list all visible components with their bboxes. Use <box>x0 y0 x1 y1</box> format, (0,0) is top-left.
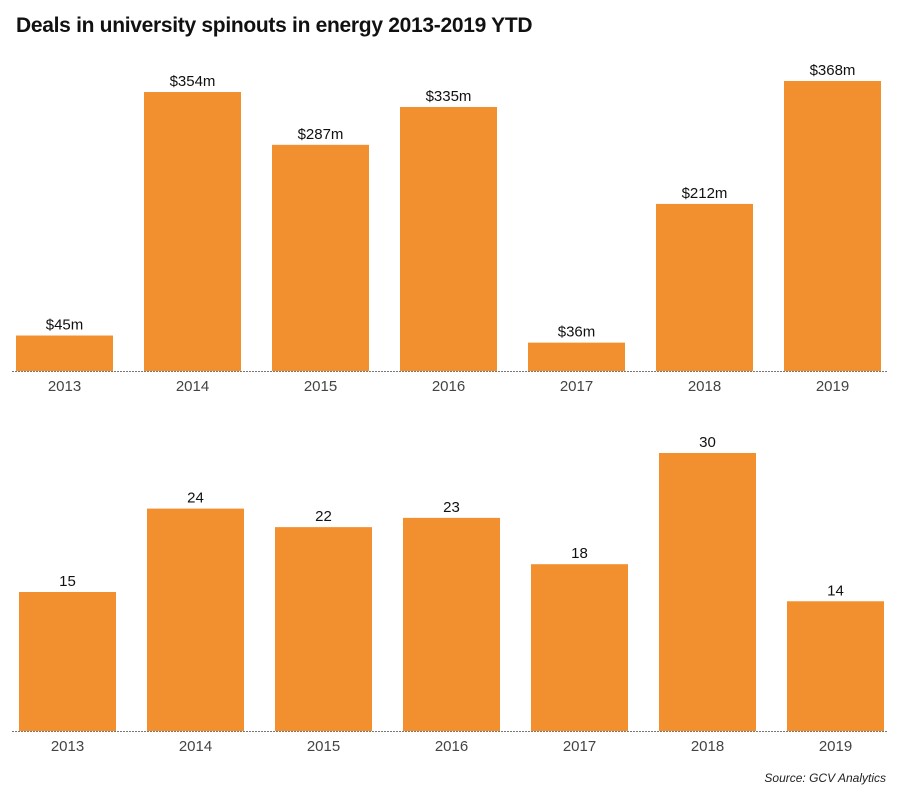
x-tick-label: 2018 <box>691 738 724 755</box>
x-tick-label: 2017 <box>560 378 593 395</box>
data-label: 14 <box>827 582 844 599</box>
data-label: 15 <box>59 573 76 590</box>
x-tick-label: 2017 <box>563 738 596 755</box>
x-tick-label: 2019 <box>816 378 849 395</box>
data-label: $354m <box>170 73 216 90</box>
data-label: 18 <box>571 545 588 562</box>
bar <box>19 592 116 731</box>
bar <box>16 335 113 371</box>
data-label: $335m <box>426 88 472 105</box>
bar <box>400 107 497 371</box>
data-label: $36m <box>558 324 596 341</box>
source-note: Source: GCV Analytics <box>764 771 886 785</box>
bar <box>403 517 500 731</box>
bar <box>787 601 884 731</box>
x-tick-label: 2018 <box>688 378 721 395</box>
bar <box>784 81 881 371</box>
data-label: 23 <box>443 499 460 516</box>
x-tick-label: 2014 <box>179 738 212 755</box>
data-label: $287m <box>298 126 344 143</box>
bar <box>659 453 756 731</box>
x-tick-label: 2015 <box>304 378 337 395</box>
x-tick-label: 2019 <box>819 738 852 755</box>
data-label: $45m <box>46 317 84 334</box>
chart-title: Deals in university spinouts in energy 2… <box>16 14 533 37</box>
x-tick-label: 2014 <box>176 378 209 395</box>
bar <box>272 144 369 371</box>
bar <box>275 527 372 731</box>
data-label: 30 <box>699 434 716 451</box>
x-tick-label: 2016 <box>435 738 468 755</box>
bar <box>656 203 753 371</box>
bar <box>531 564 628 731</box>
x-tick-label: 2015 <box>307 738 340 755</box>
data-label: $368m <box>810 62 856 79</box>
data-label: 24 <box>187 490 204 507</box>
x-tick-label: 2013 <box>51 738 84 755</box>
data-label: 22 <box>315 508 332 525</box>
bar <box>144 92 241 372</box>
bar <box>528 342 625 371</box>
x-tick-label: 2013 <box>48 378 81 395</box>
bar <box>147 508 244 731</box>
data-label: $212m <box>682 185 728 202</box>
x-tick-label: 2016 <box>432 378 465 395</box>
